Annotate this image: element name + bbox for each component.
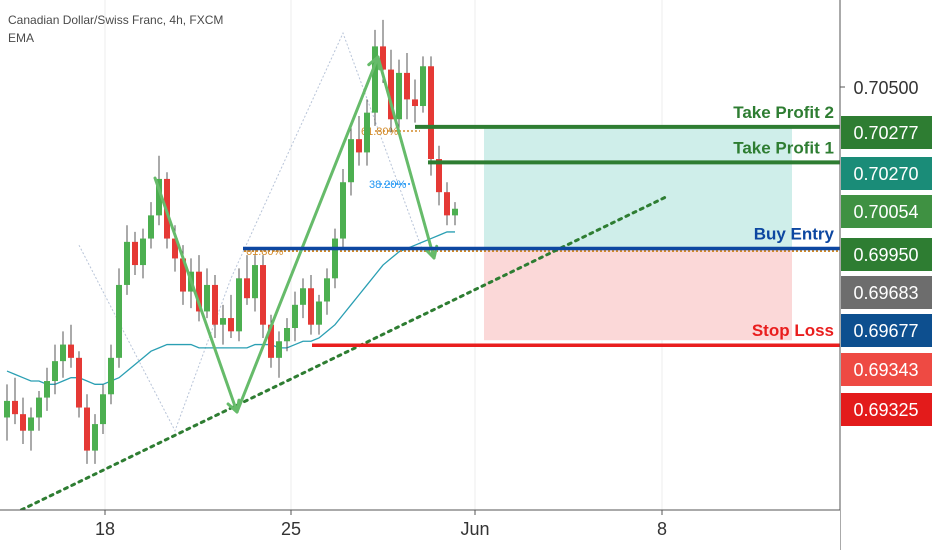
candle-body-17 xyxy=(140,238,146,266)
chart-header-indicator: EMA xyxy=(8,31,35,45)
candle-body-38 xyxy=(308,288,314,325)
candle-body-31 xyxy=(252,265,258,299)
candle-body-34 xyxy=(276,341,282,358)
candle-body-6 xyxy=(52,361,58,382)
price-badge-label-7: 0.69343 xyxy=(853,360,918,380)
fib-label-61-upper: 61.80% xyxy=(361,126,399,138)
zigzag-guide xyxy=(78,31,424,432)
candle-body-37 xyxy=(300,288,306,305)
candle-body-35 xyxy=(284,328,290,342)
candle-body-49 xyxy=(396,72,402,120)
candle-body-53 xyxy=(428,66,434,160)
candle-body-12 xyxy=(100,394,106,425)
swing-arrow-down-1-shaft xyxy=(153,176,239,414)
candle-body-19 xyxy=(156,178,162,216)
time-tick-label-1: 25 xyxy=(281,519,301,539)
candle-body-41 xyxy=(332,238,338,279)
take-profit-2-label: Take Profit 2 xyxy=(733,103,834,122)
candle-body-13 xyxy=(108,357,114,395)
candle-body-9 xyxy=(76,357,82,408)
price-badge-bg-7 xyxy=(841,353,932,386)
time-tick-label-2: Jun xyxy=(460,519,489,539)
buy-entry-label: Buy Entry xyxy=(754,224,835,243)
candle-body-25 xyxy=(204,284,210,312)
price-badge-label-5: 0.69683 xyxy=(853,283,918,303)
candle-body-8 xyxy=(68,344,74,358)
candle-body-14 xyxy=(116,284,122,358)
price-badge-label-8: 0.69325 xyxy=(853,400,918,420)
candle-body-32 xyxy=(260,265,266,325)
time-tick-label-3: 8 xyxy=(657,519,667,539)
candle-body-52 xyxy=(420,66,426,107)
candle-body-0 xyxy=(4,400,10,418)
price-badge-label-3: 0.70054 xyxy=(853,202,918,222)
candle-body-16 xyxy=(132,241,138,266)
price-axis-bg xyxy=(840,0,932,550)
price-badge-bg-2 xyxy=(841,157,932,190)
candle-body-43 xyxy=(348,139,354,183)
candles-group xyxy=(4,19,458,464)
candle-body-55 xyxy=(444,192,450,216)
price-badge-label-0: 0.70500 xyxy=(853,78,918,98)
candle-body-56 xyxy=(452,208,458,216)
candle-body-3 xyxy=(28,417,34,431)
candle-body-47 xyxy=(380,46,386,70)
candle-body-26 xyxy=(212,284,218,325)
price-badge-label-2: 0.70270 xyxy=(853,164,918,184)
take-profit-1-label: Take Profit 1 xyxy=(733,138,834,157)
candle-body-44 xyxy=(356,139,362,153)
price-badge-bg-8 xyxy=(841,393,932,426)
candle-body-21 xyxy=(172,238,178,259)
swing-arrow-up-shaft xyxy=(235,55,380,414)
fib-label-38: 38.20% xyxy=(369,179,407,191)
candle-body-29 xyxy=(236,278,242,332)
stop-loss-label: Stop Loss xyxy=(752,321,834,340)
candle-body-33 xyxy=(268,324,274,358)
candle-body-30 xyxy=(244,278,250,299)
price-badge-bg-5 xyxy=(841,276,932,309)
price-badge-bg-4 xyxy=(841,238,932,271)
candle-body-50 xyxy=(404,72,410,100)
profit-zone xyxy=(484,126,792,249)
price-badge-label-4: 0.69950 xyxy=(853,245,918,265)
candle-body-5 xyxy=(44,381,50,398)
loss-zone xyxy=(484,248,792,341)
candle-body-28 xyxy=(228,318,234,332)
candle-body-39 xyxy=(316,301,322,325)
candle-body-45 xyxy=(364,112,370,153)
price-badge-label-1: 0.70277 xyxy=(853,123,918,143)
candle-body-51 xyxy=(412,99,418,107)
trend-line xyxy=(5,193,671,519)
candle-body-18 xyxy=(148,215,154,239)
price-badge-bg-3 xyxy=(841,195,932,228)
candle-body-4 xyxy=(36,397,42,418)
time-tick-label-0: 18 xyxy=(95,519,115,539)
candle-body-7 xyxy=(60,344,66,362)
candle-body-24 xyxy=(196,271,202,312)
candle-body-11 xyxy=(92,424,98,451)
candle-body-27 xyxy=(220,318,226,325)
swing-arrow-down-2-shaft xyxy=(376,55,436,260)
candle-body-36 xyxy=(292,304,298,329)
price-badge-bg-1 xyxy=(841,116,932,149)
chart-header-title: Canadian Dollar/Swiss Franc, 4h, FXCM xyxy=(8,13,224,27)
candle-body-10 xyxy=(84,407,90,451)
candle-body-22 xyxy=(180,258,186,292)
price-badge-bg-6 xyxy=(841,314,932,347)
candle-body-54 xyxy=(436,159,442,193)
candle-body-40 xyxy=(324,278,330,302)
candle-body-42 xyxy=(340,182,346,239)
time-axis-bg xyxy=(0,510,840,550)
candle-body-46 xyxy=(372,46,378,113)
candle-body-15 xyxy=(124,241,130,285)
candle-body-2 xyxy=(20,414,26,431)
candle-body-48 xyxy=(388,69,394,120)
candle-body-1 xyxy=(12,400,18,415)
price-badge-label-6: 0.69677 xyxy=(853,321,918,341)
